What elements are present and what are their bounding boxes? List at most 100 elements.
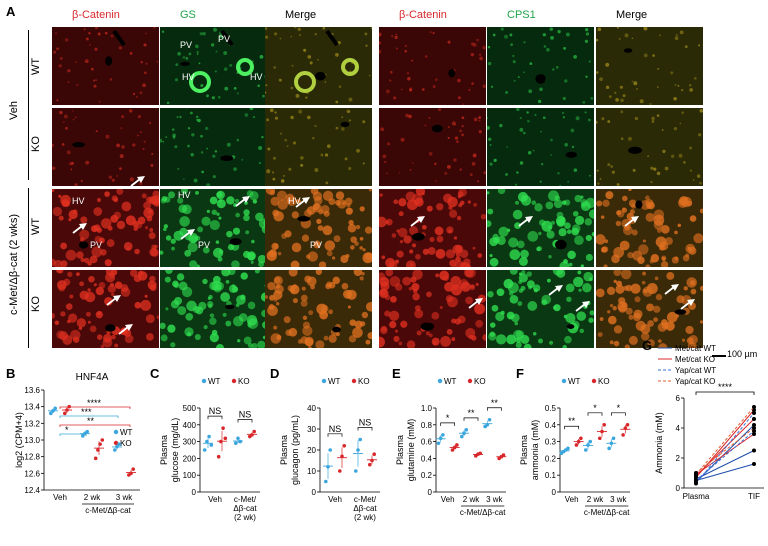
significance-bracket [207,415,223,420]
y-tick-label: 40 [307,404,316,413]
row-label-wt-cmet: WT [30,217,42,235]
micrograph-r1-c4 [487,108,594,186]
x-tick-label: 2 wk [84,493,101,502]
y-tick-label: 1.0 [421,404,433,413]
legend-label: WT [568,377,581,386]
data-point-ko [342,444,346,448]
significance-bracket [59,433,87,436]
panel-a-letter: A [6,4,16,19]
column-header-0: β-Catenin [72,9,120,21]
data-point-wt [460,434,464,439]
data-point-wt [202,448,207,452]
x-tick-label: c-Met/Δβ-cat (2 wk) [353,495,377,522]
data-point [752,429,756,433]
legend-marker [591,378,597,384]
label-hv-1: HV [182,72,195,82]
legend-label: KO [598,377,610,386]
significance-bracket [59,406,131,409]
y-tick-label: 0.8 [421,421,433,430]
data-point-wt [236,436,240,441]
data-point [752,417,756,421]
row-group-bracket-2 [28,188,29,348]
data-point-wt [438,436,443,441]
micrograph-r1-c2 [265,108,372,186]
y-tick-label: 6 [676,394,681,403]
column-header-3: β-Catenin [399,9,447,21]
micrograph-r1-c5 [596,108,703,186]
data-point-ko [63,411,67,416]
arrow-marker-13 [664,284,679,295]
significance-bracket [237,419,253,423]
micrograph-r2-c3 [379,189,486,267]
y-tick-label: 100 [183,471,197,480]
x-tick-label: 3 wk [116,493,133,502]
x-tick-label: TIF [748,492,760,501]
data-point-ko [368,462,372,467]
y-tick-label: 13.0 [24,436,40,445]
data-point-wt [234,441,238,446]
x-tick-label: Veh [565,495,579,504]
significance-label: * [593,403,597,413]
legend-marker [351,378,357,384]
y-tick-label: 0 [192,488,197,497]
arrow-marker-10 [468,298,483,309]
data-point-ko [93,456,98,461]
significance-label: ** [87,416,95,426]
y-tick-label: 13.4 [24,403,40,412]
data-point-ko [252,429,256,434]
legend-label: WT [208,377,221,386]
data-point-wt [354,469,358,473]
data-point-wt [586,443,590,447]
y-tick-label: 4 [676,424,681,433]
paired-line [695,450,755,480]
y-tick-label: 20 [307,446,316,455]
data-point-ko [96,448,100,452]
row-label-wt-veh: WT [30,57,42,75]
group-label: c-Met/Δβ-cat [584,508,630,517]
y-tick-label: 13.2 [24,419,40,428]
label-hv-2: HV [250,72,263,82]
legend-label: KO [474,377,486,386]
column-header-1: GS [180,9,196,21]
significance-bracket [610,412,626,416]
micrograph-r3-c0 [52,270,159,348]
y-tick-label: 0.6 [421,438,433,447]
legend-marker [201,378,207,384]
data-point [752,411,756,415]
data-point [752,405,756,409]
data-point-wt [117,442,121,446]
data-point-wt [588,439,592,444]
x-tick-label: 3 wk [486,495,503,504]
data-point [752,423,756,427]
arrow-marker-3 [180,229,195,240]
data-point [752,408,756,412]
y-tick-label: 0 [312,488,317,497]
paired-line [695,427,755,474]
data-point-ko [221,426,225,430]
data-point [752,432,756,436]
arrow-marker-12 [575,301,590,312]
data-point-ko [600,429,604,434]
label-pv-2: PV [218,34,231,44]
data-point-ko [370,458,374,463]
chart-panel-e: E 0 0.2 0.4 0.6 0.8 1.0 Plasmaglutamine (mM) Veh… [390,366,510,540]
data-point-wt [485,423,490,427]
arrow-marker-4 [295,197,310,208]
data-point [752,426,756,430]
micrograph-r2-c5 [596,189,703,267]
data-point-wt [49,411,53,416]
chart-panel-c: C 0 100 200 300 400 500 Plasmaglucose (mg/dL) Ve… [148,366,266,540]
data-point-ko [621,433,625,437]
chart-title: HNF4A [76,372,109,383]
significance-bracket [587,412,603,416]
data-point [752,448,756,453]
panel-letter: F [516,368,524,381]
significance-bracket [695,391,755,395]
legend-label: WT [120,428,133,437]
legend-marker [437,378,443,384]
y-tick-label: 200 [183,454,197,463]
micrograph-r3-c4 [487,270,594,348]
significance-bracket [357,427,373,431]
axes [199,408,260,493]
arrow-marker-5 [410,216,425,227]
